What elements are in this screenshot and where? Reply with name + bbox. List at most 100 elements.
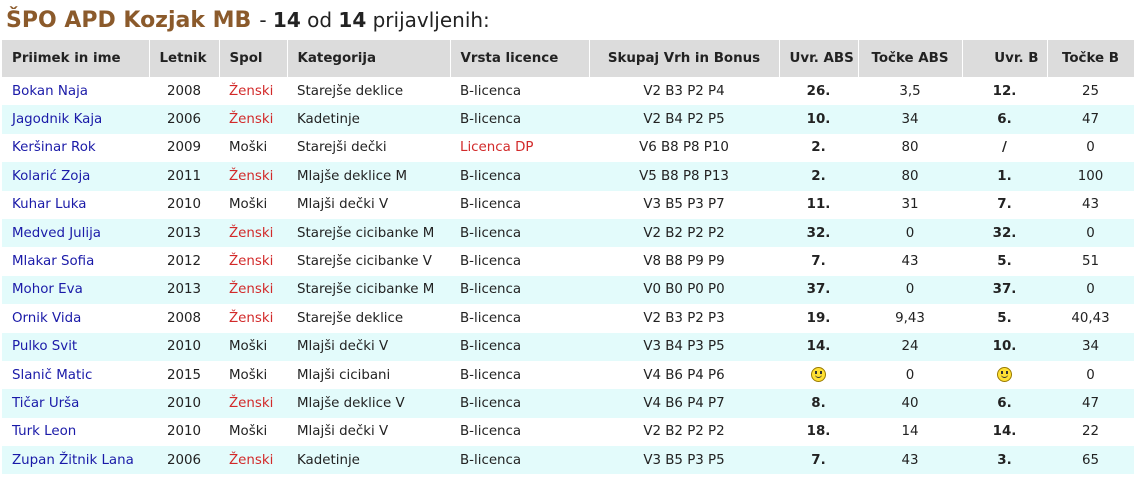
rank-abs-cell: 11. <box>779 190 858 219</box>
category-cell: Starejše cicibanke M <box>287 275 450 305</box>
points-abs-cell: 3,5 <box>858 77 962 106</box>
birth-year-cell: 2013 <box>149 275 219 305</box>
table-row: Kolarić Zoja 2011 Ženski Mlajše deklice M B-… <box>2 162 1134 191</box>
points-b-cell: 0 <box>1047 275 1134 305</box>
col-header-rank-abs[interactable]: Uvr. ABS <box>779 40 859 77</box>
table-row: Mlakar Sofia 2012 Ženski Starejše cicibanke… <box>2 247 1134 276</box>
gender-cell: Moški <box>219 133 287 163</box>
points-abs-cell: 9,43 <box>858 304 962 333</box>
gender-cell: Moški <box>219 332 287 361</box>
gender-cell: Moški <box>219 417 287 447</box>
license-cell: B-licenca <box>450 304 589 333</box>
gender-cell: Ženski <box>219 162 287 191</box>
athlete-name-link[interactable]: Keršinar Rok <box>12 140 96 156</box>
rank-abs-cell: 32. <box>779 218 858 248</box>
athlete-name-link[interactable]: Pulko Svit <box>12 339 78 355</box>
points-b-cell: 47 <box>1047 105 1134 134</box>
col-header-points-b[interactable]: Točke B <box>1047 40 1135 77</box>
athlete-name-link[interactable]: Zupan Žitnik Lana <box>12 452 134 468</box>
rank-b-cell: 6. <box>962 105 1047 134</box>
birth-year-cell: 2015 <box>149 360 219 390</box>
category-cell: Mlajši dečki V <box>287 190 450 219</box>
license-cell: B-licenca <box>450 247 589 276</box>
points-abs-cell: 31 <box>858 190 962 219</box>
gender-cell: Ženski <box>219 77 287 106</box>
col-header-year[interactable]: Letnik <box>149 40 220 77</box>
category-cell: Mlajši cicibani <box>287 360 450 390</box>
athlete-name-link[interactable]: Kolarić Zoja <box>12 168 91 184</box>
birth-year-cell: 2012 <box>149 247 219 276</box>
athlete-name-link[interactable]: Turk Leon <box>12 424 77 440</box>
table-row: Ornik Vida 2008 Ženski Starejše deklice B-li… <box>2 304 1134 333</box>
category-cell: Starejši dečki <box>287 133 450 163</box>
athlete-name-cell: Turk Leon <box>2 417 149 447</box>
rank-abs-cell: 14. <box>779 332 858 361</box>
athlete-name-cell: Tičar Urša <box>2 389 149 418</box>
birth-year-cell: 2010 <box>149 417 219 447</box>
col-header-gender[interactable]: Spol <box>219 40 288 77</box>
page-title: ŠPO APD Kozjak MB - 14 od 14 prijavljeni… <box>0 0 1138 40</box>
license-cell: B-licenca <box>450 275 589 305</box>
table-row: Turk Leon 2010 Moški Mlajši dečki V B-licenc… <box>2 417 1134 447</box>
col-header-license[interactable]: Vrsta licence <box>450 40 590 77</box>
rank-abs-cell: 26. <box>779 77 858 106</box>
table-row: Kuhar Luka 2010 Moški Mlajši dečki V B-licen… <box>2 190 1134 219</box>
rank-b-cell: 7. <box>962 190 1047 219</box>
license-cell: B-licenca <box>450 446 589 475</box>
points-b-cell: 47 <box>1047 389 1134 418</box>
smiley-icon <box>811 367 826 383</box>
rank-b-cell: 12. <box>962 77 1047 106</box>
gender-cell: Ženski <box>219 389 287 418</box>
athlete-name-link[interactable]: Jagodnik Kaja <box>12 112 103 128</box>
club-name: ŠPO APD Kozjak MB <box>6 7 252 33</box>
rank-abs-cell: 2. <box>779 133 858 163</box>
athlete-name-link[interactable]: Ornik Vida <box>12 310 82 326</box>
total-score-cell: V2 B3 P2 P4 <box>589 77 779 106</box>
total-score-cell: V2 B2 P2 P2 <box>589 218 779 248</box>
athlete-name-link[interactable]: Medved Julija <box>12 225 102 241</box>
col-header-total[interactable]: Skupaj Vrh in Bonus <box>589 40 780 77</box>
points-b-cell: 22 <box>1047 417 1134 447</box>
athlete-name-link[interactable]: Kuhar Luka <box>12 197 87 213</box>
points-abs-cell: 0 <box>858 218 962 248</box>
col-header-points-abs[interactable]: Točke ABS <box>858 40 963 77</box>
athlete-name-link[interactable]: Tičar Urša <box>12 395 80 411</box>
col-header-category[interactable]: Kategorija <box>287 40 451 77</box>
gender-cell: Ženski <box>219 218 287 248</box>
col-header-rank-b[interactable]: Uvr. B <box>962 40 1048 77</box>
category-cell: Starejše cicibanke M <box>287 218 450 248</box>
total-score-cell: V4 B6 P4 P7 <box>589 389 779 418</box>
rank-abs-cell: 8. <box>779 389 858 418</box>
count-total: 14 <box>338 8 367 32</box>
gender-cell: Moški <box>219 360 287 390</box>
birth-year-cell: 2006 <box>149 446 219 475</box>
athlete-name-cell: Ornik Vida <box>2 304 149 333</box>
points-b-cell: 34 <box>1047 332 1134 361</box>
gender-cell: Ženski <box>219 247 287 276</box>
points-b-cell: 40,43 <box>1047 304 1134 333</box>
birth-year-cell: 2010 <box>149 389 219 418</box>
points-b-cell: 0 <box>1047 360 1134 390</box>
points-b-cell: 43 <box>1047 190 1134 219</box>
registered-label: prijavljenih: <box>372 8 490 32</box>
birth-year-cell: 2010 <box>149 332 219 361</box>
athlete-name-link[interactable]: Mlakar Sofia <box>12 254 95 270</box>
gender-cell: Ženski <box>219 304 287 333</box>
total-score-cell: V3 B4 P3 P5 <box>589 332 779 361</box>
license-cell: B-licenca <box>450 162 589 191</box>
athlete-name-cell: Medved Julija <box>2 218 149 248</box>
athlete-name-link[interactable]: Bokan Naja <box>12 83 88 99</box>
athlete-name-cell: Slanič Matic <box>2 360 149 390</box>
table-body: Bokan Naja 2008 Ženski Starejše deklice B-li… <box>2 77 1134 475</box>
points-abs-cell: 14 <box>858 417 962 447</box>
athlete-name-link[interactable]: Slanič Matic <box>12 367 93 383</box>
license-cell: B-licenca <box>450 360 589 390</box>
athlete-name-link[interactable]: Mohor Eva <box>12 282 83 298</box>
points-abs-cell: 0 <box>858 360 962 390</box>
table-row: Jagodnik Kaja 2006 Ženski Kadetinje B-licenc… <box>2 105 1134 134</box>
col-header-name[interactable]: Priimek in ime <box>2 40 150 77</box>
license-cell: B-licenca <box>450 77 589 106</box>
points-abs-cell: 80 <box>858 133 962 163</box>
points-abs-cell: 80 <box>858 162 962 191</box>
